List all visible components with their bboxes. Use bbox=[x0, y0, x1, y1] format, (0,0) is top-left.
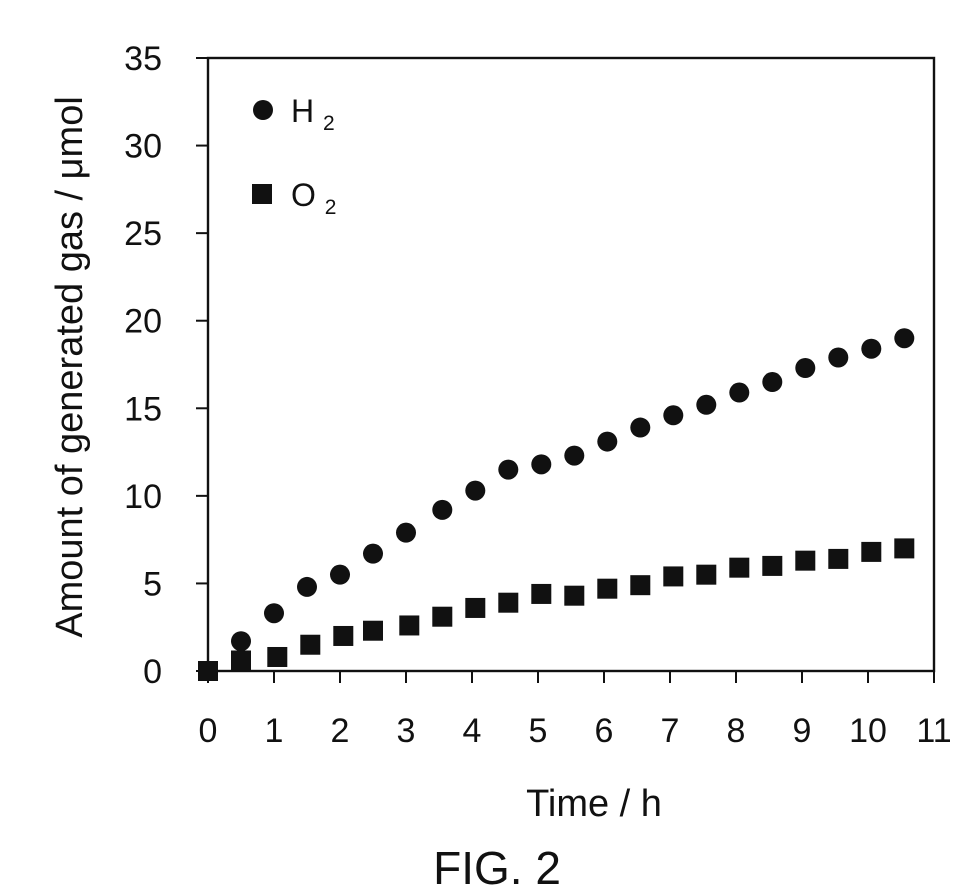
o2-point bbox=[630, 575, 650, 595]
y-tick-label: 5 bbox=[143, 565, 162, 603]
x-tick-label: 6 bbox=[595, 712, 614, 750]
figure-caption: FIG. 2 bbox=[433, 842, 561, 890]
h2-point bbox=[297, 577, 317, 597]
series-o2 bbox=[198, 538, 914, 681]
h2-point bbox=[630, 418, 650, 438]
x-tick-label: 9 bbox=[793, 712, 812, 750]
y-tick-label: 35 bbox=[124, 40, 162, 78]
x-tick-label: 10 bbox=[849, 712, 887, 750]
marks-layer bbox=[198, 328, 914, 681]
o2-point bbox=[465, 598, 485, 618]
h2-point bbox=[363, 544, 383, 564]
o2-point bbox=[363, 621, 383, 641]
o2-point bbox=[828, 549, 848, 569]
o2-point bbox=[894, 538, 914, 558]
legend-h2-main: H bbox=[291, 93, 314, 129]
x-tick-label: 3 bbox=[397, 712, 416, 750]
series-h2 bbox=[198, 328, 914, 681]
o2-point bbox=[498, 593, 518, 613]
y-tick-label: 15 bbox=[124, 390, 162, 428]
x-tick-label: 8 bbox=[727, 712, 746, 750]
axes-layer bbox=[208, 58, 934, 671]
h2-point bbox=[828, 347, 848, 367]
x-tick-label: 11 bbox=[916, 712, 951, 750]
h2-point bbox=[696, 395, 716, 415]
y-tick-label: 25 bbox=[124, 215, 162, 253]
o2-point bbox=[432, 607, 452, 627]
o2-point bbox=[198, 661, 218, 681]
legend-o2-subscript: 2 bbox=[325, 196, 337, 219]
h2-point bbox=[531, 454, 551, 474]
x-tick-label: 2 bbox=[331, 712, 350, 750]
legend: H 2 O 2 bbox=[252, 93, 336, 219]
h2-point bbox=[663, 405, 683, 425]
x-tick-label: 4 bbox=[463, 712, 482, 750]
h2-point bbox=[729, 383, 749, 403]
y-tick-label: 30 bbox=[124, 128, 162, 166]
x-tick-label: 7 bbox=[661, 712, 680, 750]
h2-point bbox=[231, 631, 251, 651]
o2-point bbox=[564, 586, 584, 606]
h2-point bbox=[795, 358, 815, 378]
h2-point bbox=[396, 523, 416, 543]
h2-point bbox=[465, 481, 485, 501]
o2-point bbox=[399, 615, 419, 635]
legend-h2-marker bbox=[253, 100, 273, 120]
legend-o2-label: O 2 bbox=[291, 177, 336, 219]
o2-point bbox=[729, 558, 749, 578]
o2-point bbox=[663, 566, 683, 586]
h2-point bbox=[894, 328, 914, 348]
h2-point bbox=[498, 460, 518, 480]
h2-point bbox=[330, 565, 350, 585]
o2-point bbox=[861, 542, 881, 562]
o2-point bbox=[231, 650, 251, 670]
h2-point bbox=[861, 339, 881, 359]
x-tick-label: 5 bbox=[529, 712, 548, 750]
o2-point bbox=[795, 551, 815, 571]
o2-point bbox=[267, 647, 287, 667]
x-axis-title: Time / h bbox=[526, 783, 662, 825]
y-tick-label: 20 bbox=[124, 303, 162, 341]
legend-o2-marker bbox=[252, 184, 272, 204]
o2-point bbox=[333, 626, 353, 646]
x-tick-label: 1 bbox=[265, 712, 284, 750]
y-axis-title: Amount of generated gas / μmol bbox=[49, 96, 91, 638]
y-tick-label: 10 bbox=[124, 478, 162, 516]
h2-point bbox=[597, 432, 617, 452]
legend-o2-main: O bbox=[291, 177, 316, 213]
h2-point bbox=[432, 500, 452, 520]
legend-h2-label: H 2 bbox=[291, 93, 335, 135]
h2-point bbox=[264, 603, 284, 623]
legend-h2-subscript: 2 bbox=[323, 112, 335, 135]
o2-point bbox=[762, 556, 782, 576]
h2-point bbox=[564, 446, 584, 466]
y-tick-label: 0 bbox=[143, 653, 162, 691]
o2-point bbox=[531, 584, 551, 604]
x-tick-label: 0 bbox=[199, 712, 218, 750]
o2-point bbox=[597, 579, 617, 599]
o2-point bbox=[696, 565, 716, 585]
plot-frame bbox=[208, 58, 934, 671]
h2-point bbox=[762, 372, 782, 392]
o2-point bbox=[300, 635, 320, 655]
